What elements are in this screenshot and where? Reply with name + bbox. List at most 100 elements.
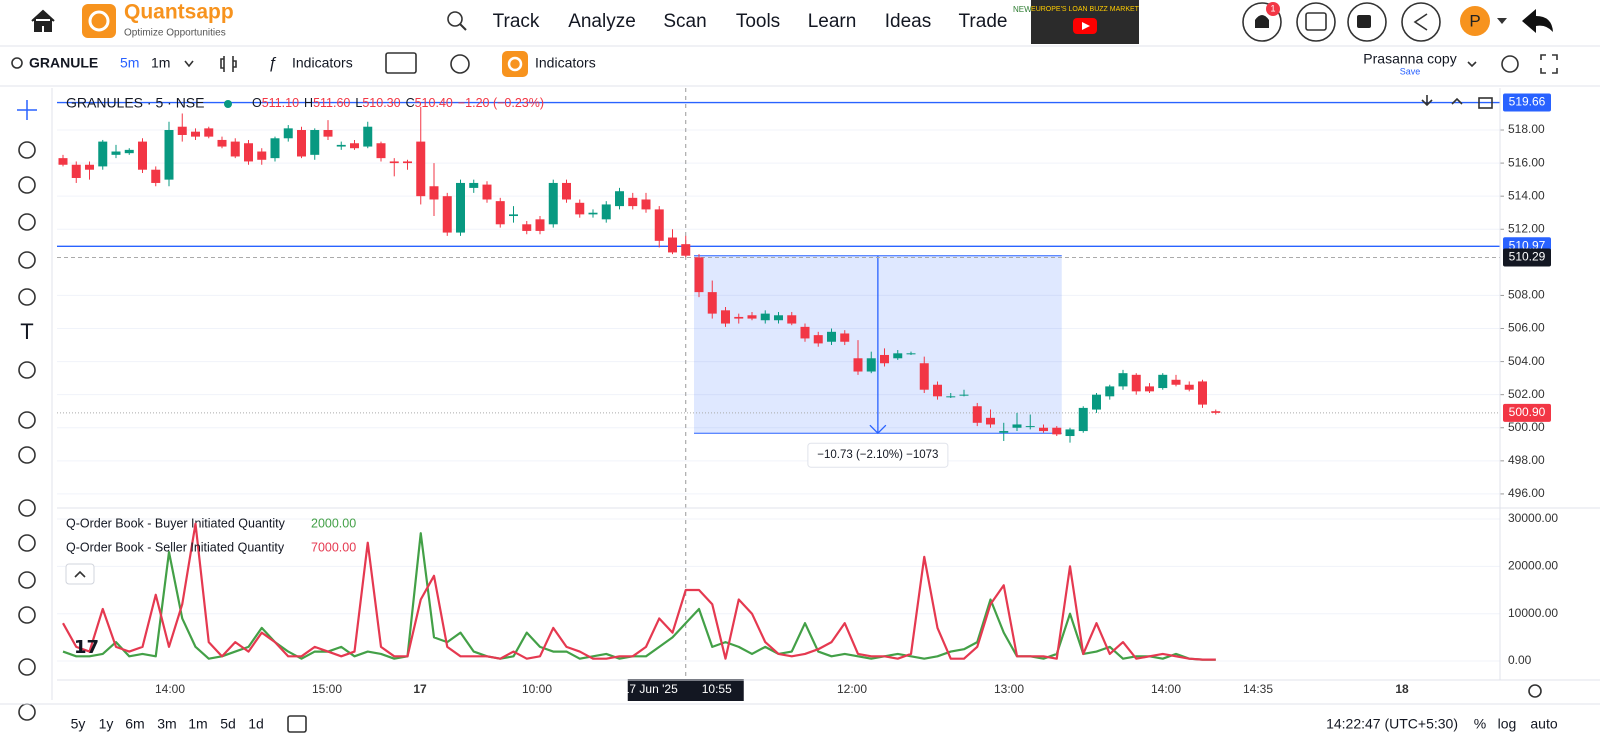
x-tick-label: 18 [1395, 682, 1409, 696]
candle-body [138, 141, 147, 170]
tool-icon[interactable] [18, 534, 36, 552]
tool-icon[interactable] [18, 176, 36, 194]
nav: Track Analyze Scan Tools Learn Ideas Trade [493, 11, 1008, 32]
range-button[interactable]: 1y [99, 716, 114, 732]
share-button[interactable] [1401, 2, 1441, 42]
candle-body [787, 315, 797, 324]
candle-body [694, 257, 704, 293]
candle-body [522, 224, 532, 231]
candle-body [707, 292, 717, 314]
price-label-box [1503, 248, 1551, 267]
y-tick-label: 504.00 [1508, 354, 1545, 368]
date-range-icon[interactable] [287, 715, 307, 733]
candle-body [509, 214, 518, 217]
market-status [224, 100, 232, 108]
nav-item[interactable]: Analyze [568, 11, 636, 32]
candle-body [800, 326, 810, 339]
range-button[interactable]: 6m [125, 716, 144, 732]
tool-icon[interactable] [17, 100, 37, 120]
candle-body [1078, 407, 1088, 432]
range-button[interactable]: 3m [157, 716, 176, 732]
candle-body [111, 151, 121, 155]
avatar[interactable] [1460, 6, 1490, 36]
candle-body [972, 406, 982, 423]
candle-body [283, 128, 293, 139]
candle-body [257, 151, 267, 160]
tool-icon[interactable] [18, 499, 36, 517]
bell-button[interactable] [1242, 2, 1282, 42]
settings-icon[interactable] [1501, 55, 1519, 73]
tool-icon[interactable] [18, 446, 36, 464]
layout-caret[interactable] [1467, 61, 1477, 68]
percent-toggle[interactable]: % [1474, 716, 1486, 732]
tool-icon[interactable] [18, 606, 36, 624]
back-icon[interactable] [1522, 9, 1553, 33]
fullscreen-icon[interactable] [1540, 54, 1558, 74]
price-label: 500.90 [1509, 405, 1546, 419]
tool-icon[interactable] [18, 571, 36, 589]
thumbnail-text: EUROPE'S LOAN BUZZ MARKET [1031, 6, 1140, 13]
candle-body [1092, 394, 1101, 410]
save-label[interactable]: Save [1400, 66, 1421, 76]
candle-body [813, 335, 823, 344]
home-icon[interactable] [31, 9, 55, 32]
range-button[interactable]: 1m [188, 716, 207, 732]
candle-body [840, 333, 850, 342]
nav-item[interactable]: Track [493, 11, 540, 32]
layout-name[interactable]: Prasanna copy [1363, 51, 1456, 67]
collapse-legend-button[interactable] [65, 563, 95, 585]
tool-icon[interactable] [18, 361, 36, 379]
y-tick-label: 516.00 [1508, 155, 1545, 169]
pane-maximize-button[interactable] [1478, 97, 1493, 109]
candle-body [403, 161, 412, 164]
tv-logo: 𝟭𝟳 [74, 637, 99, 657]
range-button[interactable]: 1d [248, 716, 264, 732]
candle-body [721, 310, 730, 324]
indicators-button[interactable]: Indicators [292, 55, 353, 71]
tool-icon[interactable] [18, 141, 36, 159]
screen-icon[interactable] [385, 52, 417, 74]
log-toggle[interactable]: log [1498, 716, 1517, 732]
nav-item[interactable]: Learn [808, 11, 857, 32]
auto-toggle[interactable]: auto [1530, 716, 1557, 732]
tool-icon[interactable] [18, 213, 36, 231]
tool-icon[interactable] [18, 288, 36, 306]
window-button[interactable] [1296, 2, 1336, 42]
symbol-search-icon[interactable] [11, 57, 23, 69]
footer: 5y 1y 6m 3m 1m 5d 1d [71, 716, 264, 732]
avatar-caret[interactable] [1497, 18, 1507, 24]
interval-caret[interactable] [184, 60, 194, 68]
tool-icon[interactable] [18, 658, 36, 676]
x-tick-label: 13:00 [994, 682, 1024, 696]
fx-icon: ƒ [268, 55, 277, 72]
nav-item[interactable]: Scan [663, 11, 706, 32]
ohlc-key: C [406, 96, 415, 110]
range-button[interactable]: 5d [220, 716, 236, 732]
nav-item[interactable]: Trade [959, 11, 1008, 32]
nav-item[interactable]: Tools [736, 11, 780, 32]
axis-settings-icon[interactable] [1528, 684, 1542, 698]
pane-collapse-button[interactable] [1451, 97, 1463, 105]
tagline: Optimize Opportunities [124, 28, 226, 39]
video-button[interactable] [1347, 2, 1387, 42]
ohlc-change: −1.20 (−0.23%) [458, 96, 544, 110]
candle-type-icon[interactable] [220, 56, 237, 72]
symbol[interactable]: GRANULE [29, 55, 98, 71]
candle-body [827, 331, 836, 342]
range-button[interactable]: 5y [71, 716, 86, 732]
tool-icon[interactable] [18, 411, 36, 429]
interval[interactable]: 1m [151, 55, 170, 71]
logo[interactable] [82, 4, 116, 38]
search-icon[interactable] [447, 11, 463, 27]
candle-body [270, 138, 280, 159]
q-indicators-button[interactable]: Indicators [535, 55, 596, 71]
candle-body [853, 358, 863, 372]
tool-icon[interactable]: T [20, 319, 33, 344]
nav-item[interactable]: Ideas [885, 11, 931, 32]
pane-down-button[interactable] [1421, 95, 1433, 107]
tool-icon[interactable] [18, 251, 36, 269]
refresh-icon[interactable] [450, 54, 470, 74]
candle-body [1158, 374, 1168, 389]
interval[interactable]: 5m [120, 55, 139, 71]
candle-body [1171, 379, 1181, 385]
